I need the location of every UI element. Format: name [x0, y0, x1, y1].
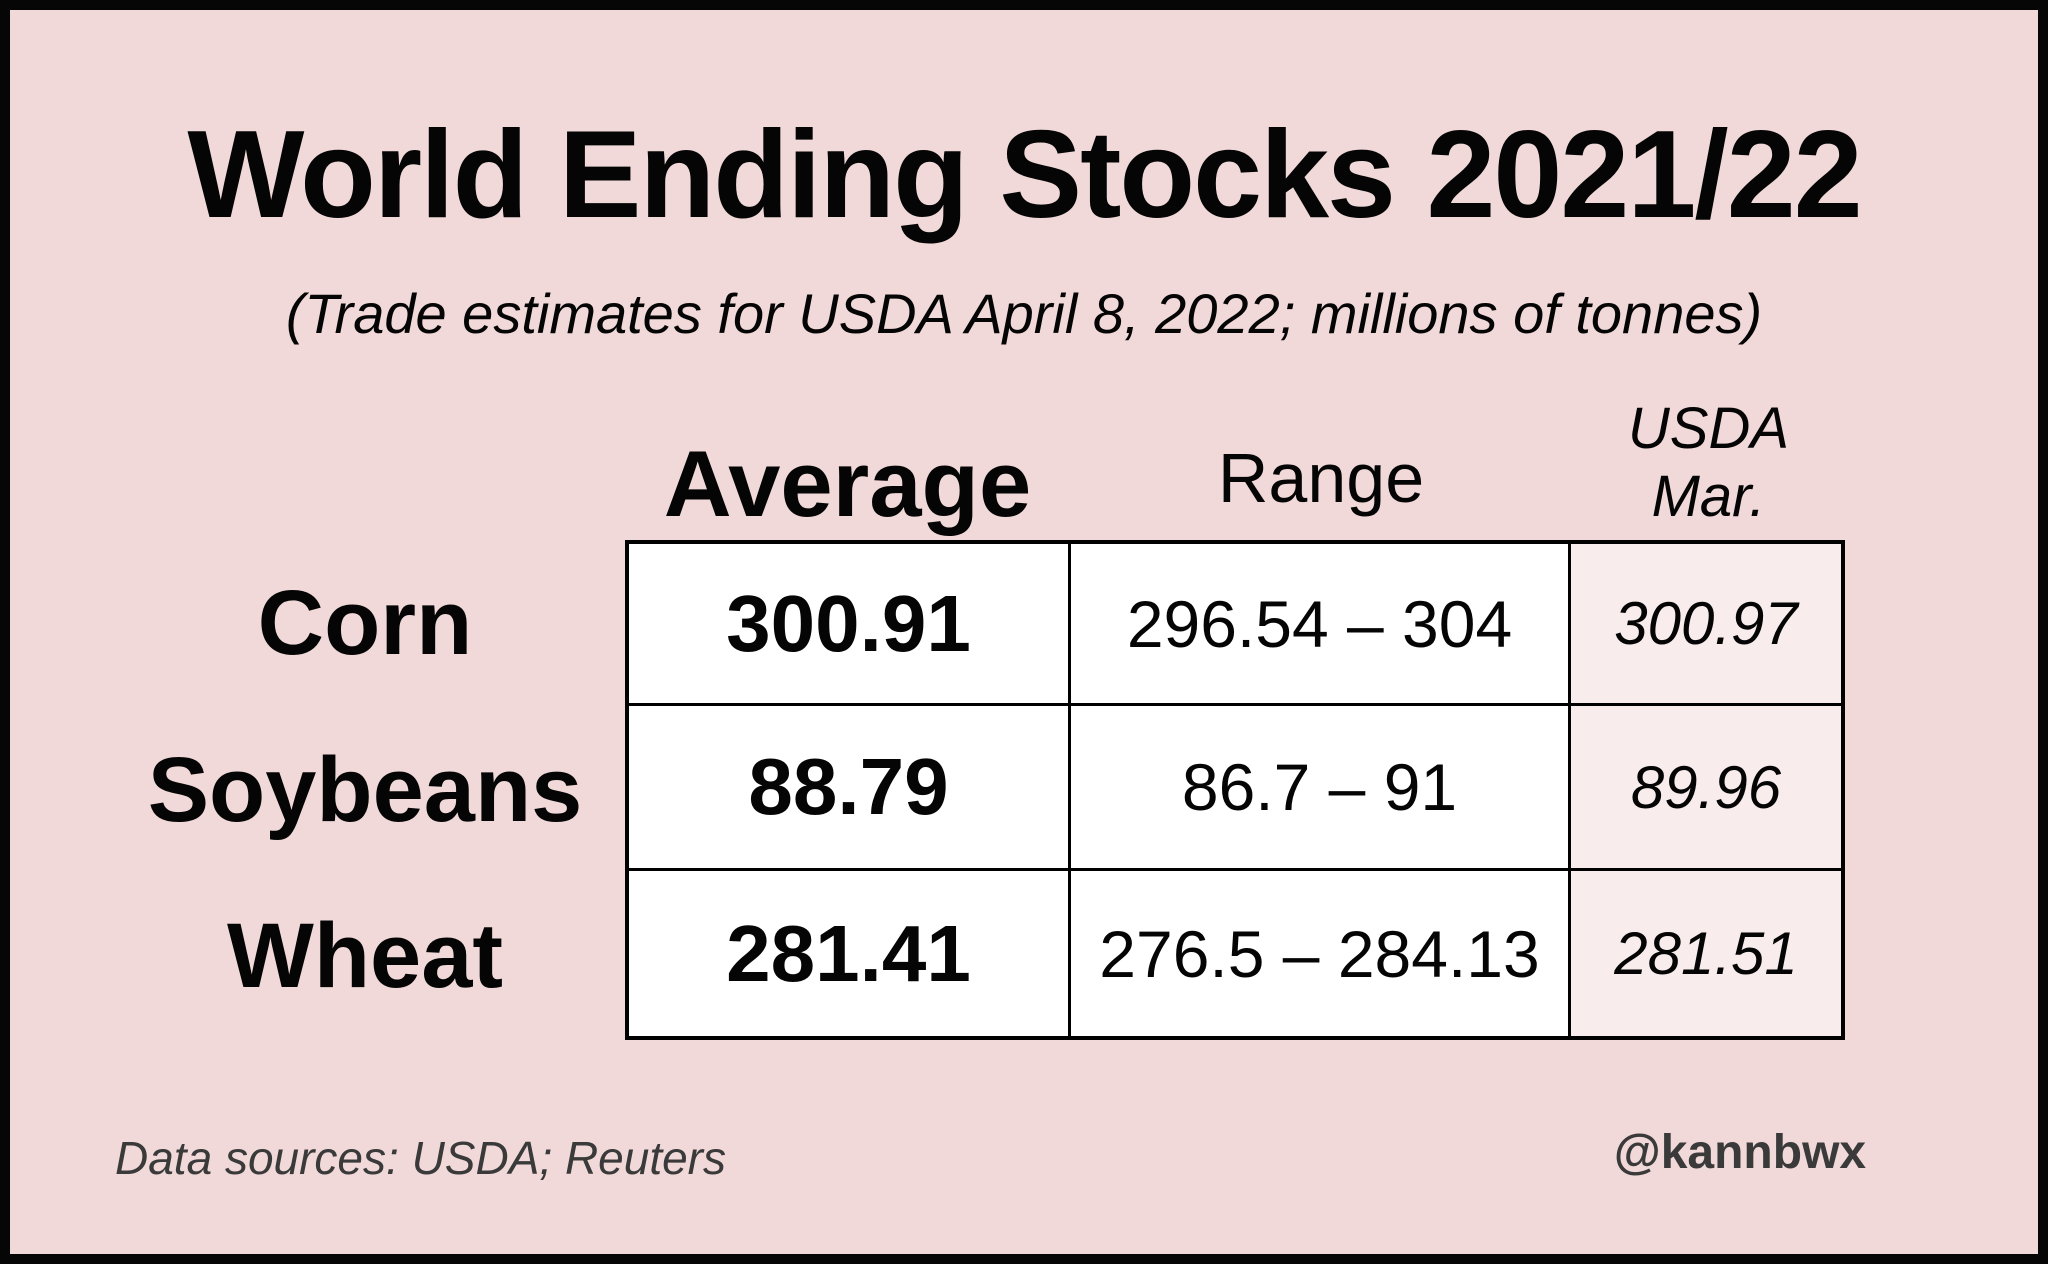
- column-header-range: Range: [1217, 439, 1425, 517]
- cell-corn-average: 300.91: [629, 544, 1071, 706]
- cell-wheat-usda-mar: 281.51: [1571, 871, 1841, 1036]
- row-label-soybeans: Soybeans: [147, 738, 583, 841]
- cell-corn-usda-mar: 300.97: [1571, 544, 1841, 706]
- page-title: World Ending Stocks 2021/22: [187, 106, 1862, 244]
- cell-soybeans-average: 88.79: [629, 706, 1071, 871]
- cell-wheat-average: 281.41: [629, 871, 1071, 1036]
- cell-soybeans-usda-mar: 89.96: [1571, 706, 1841, 871]
- row-label-corn: Corn: [257, 571, 473, 674]
- data-sources-note: Data sources: USDA; Reuters: [115, 1132, 727, 1184]
- commodity-labels: Corn Soybeans Wheat: [105, 540, 625, 1040]
- data-table: 300.91 296.54 – 304 300.97 88.79 86.7 – …: [625, 540, 1845, 1040]
- cell-corn-range: 296.54 – 304: [1071, 544, 1571, 706]
- author-handle: @kannbwx: [1613, 1126, 1867, 1179]
- page-subtitle: (Trade estimates for USDA April 8, 2022;…: [285, 282, 1763, 345]
- column-header-average: Average: [663, 431, 1032, 536]
- column-header-usda-mar: USDA Mar.: [1627, 396, 1790, 530]
- cell-wheat-range: 276.5 – 284.13: [1071, 871, 1571, 1036]
- row-label-wheat: Wheat: [227, 905, 503, 1008]
- cell-soybeans-range: 86.7 – 91: [1071, 706, 1571, 871]
